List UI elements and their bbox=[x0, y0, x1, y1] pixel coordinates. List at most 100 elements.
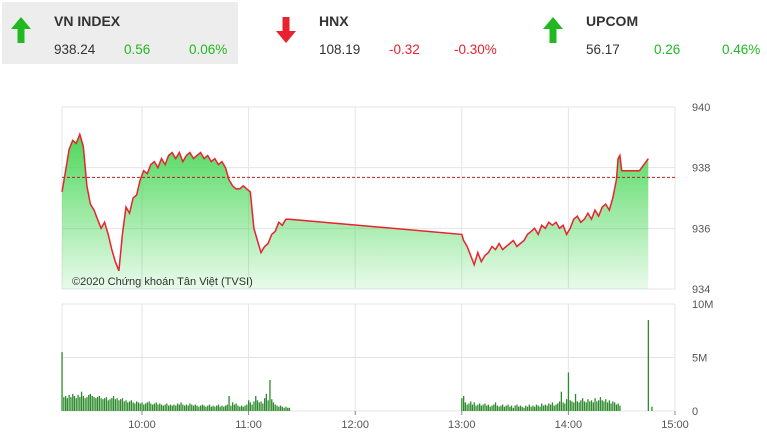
volume-bar bbox=[155, 402, 157, 411]
volume-bar bbox=[130, 400, 132, 411]
volume-bar bbox=[88, 394, 90, 411]
volume-bar bbox=[123, 401, 125, 411]
volume-bar bbox=[171, 405, 173, 411]
time-tick-label: 10:00 bbox=[128, 419, 156, 431]
volume-bar bbox=[564, 403, 566, 411]
volume-bar bbox=[560, 391, 562, 411]
volume-bar bbox=[182, 404, 184, 411]
ticker-value: 108.19 bbox=[319, 42, 361, 57]
volume-bar bbox=[514, 405, 516, 411]
volume-bar bbox=[464, 402, 466, 411]
volume-bar bbox=[70, 397, 72, 411]
volume-bar bbox=[207, 405, 209, 411]
volume-bar bbox=[493, 404, 495, 411]
volume-bar bbox=[537, 405, 539, 411]
volume-bar bbox=[201, 404, 204, 411]
chart-axes: 934 936 938 940 0 5M 10M 10:00 11:00 12:00 13:00 14… bbox=[128, 102, 713, 431]
volume-bar bbox=[244, 405, 246, 411]
volume-bar bbox=[585, 402, 587, 411]
volume-bar bbox=[590, 400, 593, 411]
volume-bar bbox=[271, 399, 273, 411]
volume-bar bbox=[189, 403, 191, 411]
volume-bar bbox=[283, 407, 285, 411]
volume-bar bbox=[603, 401, 605, 411]
ticker-percent: 0.06% bbox=[189, 42, 228, 57]
volume-bar bbox=[160, 404, 163, 411]
volume-bar bbox=[253, 401, 255, 411]
volume-bar bbox=[619, 405, 621, 411]
volume-tick-label: 0 bbox=[692, 406, 698, 418]
volume-bar bbox=[583, 401, 586, 411]
volume-bar bbox=[521, 406, 523, 411]
volume-bar bbox=[146, 402, 148, 411]
volume-bar bbox=[278, 406, 280, 411]
volume-bar bbox=[194, 404, 196, 411]
volume-bar bbox=[477, 404, 479, 411]
volume-bar bbox=[516, 404, 518, 411]
volume-bar bbox=[77, 394, 79, 411]
volume-bar bbox=[519, 405, 522, 411]
volume-bar bbox=[65, 396, 67, 411]
volume-bar bbox=[606, 402, 609, 411]
volume-bar bbox=[580, 400, 582, 411]
volume-bar bbox=[532, 405, 534, 411]
volume-bar bbox=[518, 406, 520, 411]
volume-bar bbox=[68, 394, 70, 411]
volume-bar bbox=[216, 405, 218, 411]
volume-bar bbox=[265, 393, 267, 411]
volume-bar bbox=[159, 403, 161, 411]
volume-bar bbox=[111, 398, 113, 411]
volume-bar bbox=[191, 404, 193, 411]
volume-bar bbox=[196, 405, 198, 411]
volume-bar bbox=[82, 396, 84, 411]
volume-bar bbox=[157, 404, 159, 411]
volume-bar bbox=[489, 406, 491, 411]
volume-bar bbox=[166, 403, 168, 411]
volume-bar bbox=[173, 404, 175, 411]
volume-bar bbox=[79, 397, 81, 411]
volume-bar bbox=[203, 405, 205, 411]
ticker-upcom[interactable]: UPCOM 56.17 0.26 0.46% bbox=[534, 2, 764, 64]
volume-bar bbox=[180, 402, 182, 411]
volume-bar bbox=[102, 399, 104, 411]
volume-bar bbox=[479, 403, 481, 411]
volume-bar bbox=[93, 397, 95, 411]
volume-bar bbox=[226, 404, 228, 411]
volume-bar bbox=[125, 400, 127, 411]
volume-bar bbox=[105, 397, 108, 411]
volume-tick-label: 5M bbox=[692, 353, 707, 365]
volume-bar bbox=[164, 404, 166, 411]
volume-bar bbox=[184, 405, 186, 411]
volume-bar bbox=[168, 405, 170, 411]
volume-bar bbox=[542, 405, 545, 411]
volume-bar bbox=[567, 372, 570, 411]
volume-bar bbox=[288, 407, 291, 411]
volume-bar bbox=[205, 406, 207, 411]
volume-bar bbox=[555, 404, 557, 411]
volume-bar bbox=[175, 405, 177, 411]
volume-bar bbox=[107, 400, 109, 411]
volume-bar bbox=[471, 404, 474, 411]
volume-bar bbox=[534, 406, 536, 411]
price-area bbox=[62, 134, 649, 289]
volume-bar bbox=[260, 401, 262, 411]
volume-bar bbox=[187, 405, 189, 411]
volume-bar bbox=[144, 403, 147, 411]
volume-bar bbox=[228, 396, 230, 411]
volume-bar bbox=[109, 399, 111, 411]
price-tick-label: 936 bbox=[692, 223, 710, 235]
ticker-vn-index[interactable]: VN INDEX 938.24 0.56 0.06% bbox=[2, 2, 238, 64]
volume-bar bbox=[498, 406, 500, 411]
time-tick-label: 14:00 bbox=[555, 419, 583, 431]
volume-bar bbox=[89, 393, 92, 411]
volume-bar bbox=[482, 404, 484, 411]
volume-bar bbox=[470, 401, 472, 411]
volume-bar bbox=[267, 400, 269, 411]
volume-bar bbox=[463, 396, 465, 411]
volume-bar bbox=[219, 406, 221, 411]
volume-bar bbox=[127, 402, 129, 411]
ticker-change: 0.26 bbox=[654, 42, 681, 57]
volume-bar bbox=[169, 404, 172, 411]
ticker-hnx[interactable]: HNX 108.19 -0.32 -0.30% bbox=[267, 2, 503, 64]
volume-bar bbox=[98, 396, 100, 411]
